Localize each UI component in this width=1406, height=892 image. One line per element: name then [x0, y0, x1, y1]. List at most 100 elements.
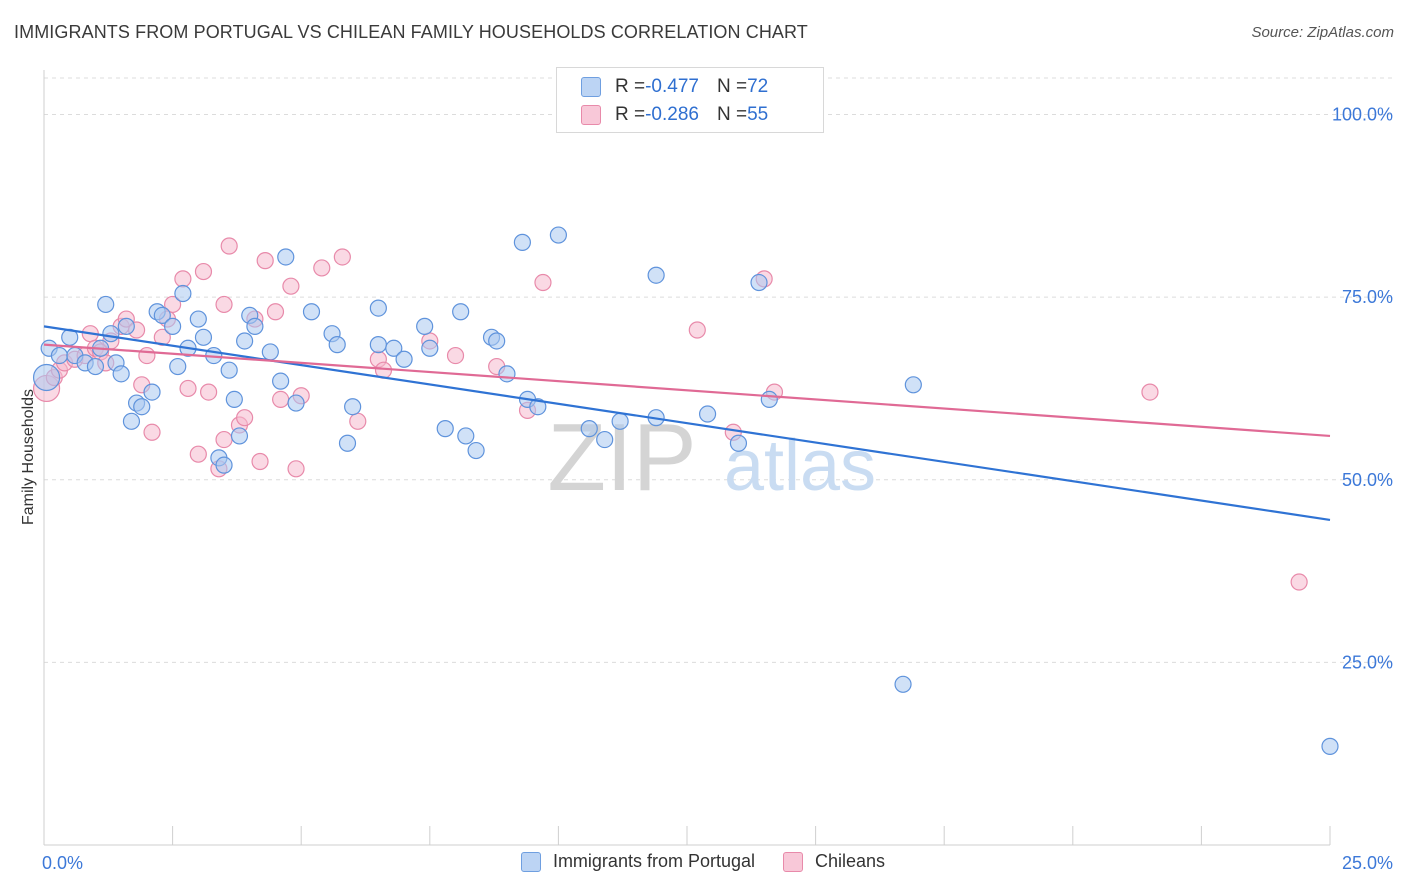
- point-chileans: [194, 262, 213, 281]
- point-portugal: [498, 365, 516, 383]
- point-portugal: [32, 363, 61, 392]
- legend-r-label: R =: [615, 76, 646, 97]
- point-portugal: [328, 336, 346, 354]
- point-portugal: [457, 427, 475, 445]
- tick-labels: 25.0% 50.0% 75.0% 100.0% 0.0% 25.0%: [42, 105, 1393, 873]
- point-portugal: [246, 317, 264, 335]
- y-tick-label: 50.0%: [1342, 470, 1393, 490]
- points-portugal: [32, 226, 1339, 755]
- point-chileans: [1141, 383, 1159, 401]
- chart-title: IMMIGRANTS FROM PORTUGAL VS CHILEAN FAMI…: [14, 22, 808, 42]
- point-portugal: [369, 336, 387, 354]
- point-portugal: [760, 390, 778, 409]
- point-portugal: [385, 339, 403, 357]
- legend-r-value: -0.286: [645, 104, 699, 125]
- watermark-atlas: atlas: [724, 426, 876, 506]
- point-portugal: [277, 248, 295, 266]
- source-label: Source: ZipAtlas.com: [1251, 24, 1394, 41]
- legend-n-label: N =: [716, 76, 748, 97]
- trend-line-portugal: [43, 325, 1331, 522]
- point-chileans: [333, 248, 351, 266]
- legend-swatch-portugal: [581, 77, 601, 97]
- legend-item-chileans[interactable]: Chileans: [783, 851, 885, 872]
- point-portugal: [580, 420, 598, 438]
- point-portugal: [86, 357, 105, 376]
- point-chileans: [446, 346, 465, 365]
- point-portugal: [174, 284, 192, 303]
- point-chileans: [179, 379, 197, 398]
- point-portugal: [596, 430, 614, 449]
- point-portugal: [236, 332, 254, 350]
- point-portugal: [1321, 737, 1339, 755]
- point-portugal: [452, 303, 470, 321]
- point-portugal: [698, 405, 717, 423]
- legend-row-portugal: R = -0.477 N = 72: [581, 74, 768, 100]
- point-chileans: [138, 346, 156, 365]
- point-chileans: [215, 295, 233, 314]
- point-portugal: [549, 226, 568, 244]
- point-portugal: [169, 357, 187, 376]
- point-chileans: [313, 259, 331, 277]
- point-chileans: [189, 445, 207, 463]
- legend-swatch-chileans: [581, 105, 601, 125]
- point-portugal: [729, 434, 748, 452]
- legend-n-label: N =: [716, 104, 748, 125]
- legend-n-value: 55: [747, 104, 769, 125]
- x-tick-label: 0.0%: [42, 853, 83, 873]
- point-portugal: [50, 346, 69, 365]
- point-chileans: [174, 270, 192, 288]
- point-portugal: [529, 398, 547, 416]
- point-chileans: [272, 390, 290, 409]
- point-portugal: [436, 420, 454, 438]
- point-portugal: [272, 372, 290, 390]
- point-chileans: [200, 383, 218, 401]
- point-portugal: [97, 295, 115, 314]
- point-chileans: [164, 295, 182, 314]
- point-portugal: [122, 412, 141, 430]
- point-portugal: [133, 398, 151, 416]
- point-portugal: [647, 266, 665, 284]
- point-chileans: [215, 430, 233, 449]
- point-chileans: [236, 409, 254, 427]
- point-portugal: [467, 441, 485, 460]
- point-portugal: [215, 456, 233, 474]
- point-portugal: [488, 332, 506, 350]
- point-chileans: [282, 277, 300, 295]
- point-chileans: [256, 252, 274, 270]
- point-portugal: [513, 233, 531, 251]
- series-legend: Immigrants from Portugal Chileans: [0, 851, 1406, 872]
- point-portugal: [416, 317, 434, 335]
- legend-swatch-portugal: [520, 851, 541, 872]
- legend-item-portugal[interactable]: Immigrants from Portugal: [520, 851, 755, 872]
- point-chileans: [688, 321, 706, 339]
- axes: [43, 70, 1331, 846]
- legend-label-portugal: Immigrants from Portugal: [552, 851, 755, 871]
- point-portugal: [117, 317, 135, 335]
- point-portugal: [164, 317, 182, 335]
- point-portugal: [230, 427, 249, 445]
- point-portugal: [220, 361, 238, 379]
- point-chileans: [287, 460, 305, 478]
- point-portugal: [395, 350, 413, 368]
- point-chileans: [143, 423, 161, 441]
- x-tick-label: 25.0%: [1342, 853, 1393, 873]
- point-portugal: [194, 328, 213, 346]
- legend-row-chileans: R = -0.286 N = 55: [581, 102, 768, 128]
- point-portugal: [225, 390, 243, 409]
- point-chileans: [153, 328, 171, 346]
- point-chileans: [220, 237, 238, 255]
- stats-legend: R = -0.477 N = 72 R = -0.286 N = 55: [556, 67, 824, 133]
- point-portugal: [112, 365, 130, 383]
- point-chileans: [534, 273, 552, 292]
- grid-lines: [44, 77, 1392, 663]
- point-portugal: [894, 675, 912, 693]
- y-tick-label: 75.0%: [1342, 287, 1393, 307]
- point-portugal: [189, 310, 207, 328]
- point-portugal: [338, 434, 357, 452]
- legend-label-chileans: Chileans: [815, 851, 886, 871]
- y-tick-label: 100.0%: [1332, 105, 1393, 125]
- legend-r-label: R =: [615, 104, 646, 125]
- point-chileans: [349, 412, 367, 430]
- legend-n-value: 72: [747, 76, 769, 97]
